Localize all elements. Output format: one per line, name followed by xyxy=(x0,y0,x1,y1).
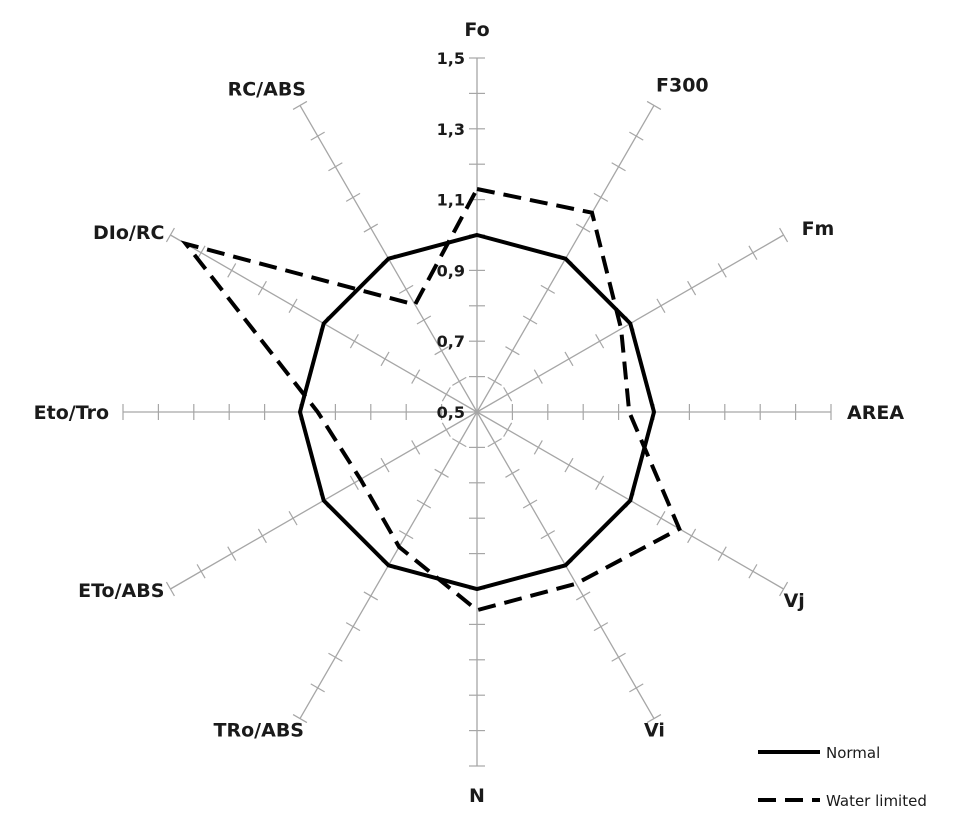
tick-mark xyxy=(380,457,390,473)
tick-mark xyxy=(748,564,758,579)
tick-mark xyxy=(575,223,591,233)
axis-label-eto-abs: ETo/ABS xyxy=(78,580,164,602)
tick-mark xyxy=(564,351,574,367)
tick-mark xyxy=(593,622,609,632)
radial-tick-label: 1,3 xyxy=(437,120,465,139)
axis-label-eto-tro: Eto/Tro xyxy=(34,402,109,424)
tick-mark xyxy=(522,315,538,325)
radial-tick-label: 1,5 xyxy=(437,49,465,68)
tick-mark xyxy=(227,263,237,278)
tick-mark xyxy=(292,100,308,110)
tick-mark xyxy=(196,564,206,579)
tick-mark xyxy=(748,245,758,260)
tick-mark xyxy=(564,457,574,473)
tick-mark xyxy=(593,192,609,202)
tick-mark xyxy=(505,346,520,356)
tick-mark xyxy=(779,581,789,597)
tick-mark xyxy=(779,227,789,243)
tick-mark xyxy=(687,280,697,296)
axis-label-n: N xyxy=(469,785,485,807)
tick-mark xyxy=(540,530,556,540)
tick-mark xyxy=(452,376,467,386)
tick-mark xyxy=(310,131,325,141)
tick-mark xyxy=(349,475,359,491)
tick-mark xyxy=(416,315,432,325)
radial-tick-label: 0,5 xyxy=(437,403,465,422)
tick-mark xyxy=(503,387,513,402)
tick-mark xyxy=(288,510,298,526)
tick-mark xyxy=(646,100,662,110)
tick-mark xyxy=(165,581,175,597)
tick-mark xyxy=(288,298,298,314)
tick-mark xyxy=(487,438,502,448)
tick-mark xyxy=(349,333,359,349)
tick-mark xyxy=(328,162,343,172)
tick-mark xyxy=(522,499,538,509)
tick-mark xyxy=(380,351,390,367)
tick-mark xyxy=(540,284,556,294)
tick-mark xyxy=(398,530,414,540)
tick-mark xyxy=(646,714,662,724)
tick-mark xyxy=(533,440,543,455)
axis-label-vi: Vi xyxy=(644,720,665,742)
tick-mark xyxy=(533,369,543,384)
tick-mark xyxy=(629,131,644,141)
radial-tick-label: 0,7 xyxy=(437,332,465,351)
axis-label-rc-abs: RC/ABS xyxy=(228,78,306,100)
labels-layer: 0,5 0,7 0,9 1,1 1,3 1,5 Fo F300 Fm AREA Vj Vi N TRo/A… xyxy=(34,19,905,807)
tick-mark xyxy=(257,528,267,544)
legend: Normal Water limited xyxy=(758,744,927,810)
radial-tick-label: 0,9 xyxy=(437,261,465,280)
tick-mark xyxy=(165,227,175,243)
tick-mark xyxy=(611,652,626,662)
tick-mark xyxy=(363,591,379,601)
tick-mark xyxy=(328,652,343,662)
tick-mark xyxy=(434,468,449,478)
axis-label-fo: Fo xyxy=(464,19,489,41)
tick-mark xyxy=(595,475,605,491)
radial-tick-label: 1,1 xyxy=(437,191,465,210)
axis-label-tro-abs: TRo/ABS xyxy=(214,720,304,742)
tick-mark xyxy=(411,440,421,455)
series-layer xyxy=(180,186,682,613)
tick-mark xyxy=(717,263,727,278)
tick-mark xyxy=(416,499,432,509)
legend-label-water-limited: Water limited xyxy=(826,792,927,810)
tick-mark xyxy=(629,683,644,693)
tick-mark xyxy=(595,333,605,349)
legend-label-normal: Normal xyxy=(826,744,880,762)
tick-mark xyxy=(441,422,451,437)
tick-mark xyxy=(434,346,449,356)
tick-mark xyxy=(656,298,666,314)
tick-mark xyxy=(687,528,697,544)
tick-mark xyxy=(452,438,467,448)
tick-mark xyxy=(717,546,727,561)
axis-label-area: AREA xyxy=(847,402,904,424)
tick-mark xyxy=(363,223,379,233)
axis-label-vj: Vj xyxy=(784,590,805,612)
tick-mark xyxy=(292,714,308,724)
tick-mark xyxy=(503,422,513,437)
tick-mark xyxy=(441,387,451,402)
tick-mark xyxy=(656,510,666,526)
series-normal xyxy=(297,232,657,592)
axis-label-dio-rc: DIo/RC xyxy=(93,222,164,244)
tick-mark xyxy=(310,683,325,693)
series-water-limited xyxy=(180,186,682,613)
tick-mark xyxy=(227,546,237,561)
tick-mark xyxy=(611,162,626,172)
tick-mark xyxy=(345,622,361,632)
axis-label-fm: Fm xyxy=(802,218,835,240)
tick-mark xyxy=(505,468,520,478)
tick-mark xyxy=(411,369,421,384)
axis-label-f300: F300 xyxy=(656,74,709,96)
tick-mark xyxy=(345,192,361,202)
tick-mark xyxy=(257,280,267,296)
ticks-layer xyxy=(122,57,832,767)
tick-mark xyxy=(398,284,414,294)
tick-mark xyxy=(487,376,502,386)
tick-mark xyxy=(575,591,591,601)
